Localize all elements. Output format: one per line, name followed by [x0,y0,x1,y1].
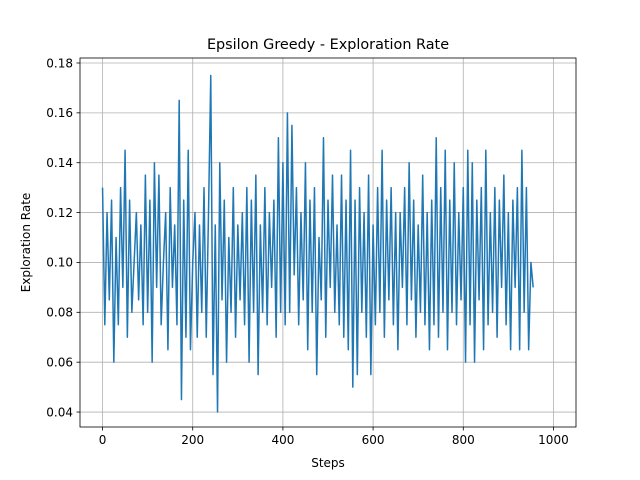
y-tick-label: 0.18 [46,56,73,70]
x-tick-label: 400 [271,433,294,447]
y-tick-label: 0.14 [46,156,73,170]
y-tick-label: 0.08 [46,306,73,320]
x-tick-label: 1000 [538,433,569,447]
plot-frame [79,57,577,428]
y-tick-label: 0.16 [46,106,73,120]
x-tick-label: 600 [362,433,385,447]
y-tick-label: 0.10 [46,256,73,270]
chart-title: Epsilon Greedy - Exploration Rate [207,37,449,53]
x-tick-label: 800 [452,433,475,447]
y-axis-label: Exploration Rate [19,193,33,293]
x-tick-label: 200 [181,433,204,447]
y-tick-label: 0.12 [46,206,73,220]
axis-ticks: 0 200 400 600 800 1000 0.04 0.06 0.08 0.10 0.12 0.1… [46,56,568,447]
y-tick-label: 0.06 [46,355,73,369]
exploration-rate-line [101,74,534,413]
x-axis-label: Steps [311,456,345,470]
y-tick-label: 0.04 [46,405,73,419]
data-series [101,74,534,413]
x-tick-label: 0 [99,433,107,447]
